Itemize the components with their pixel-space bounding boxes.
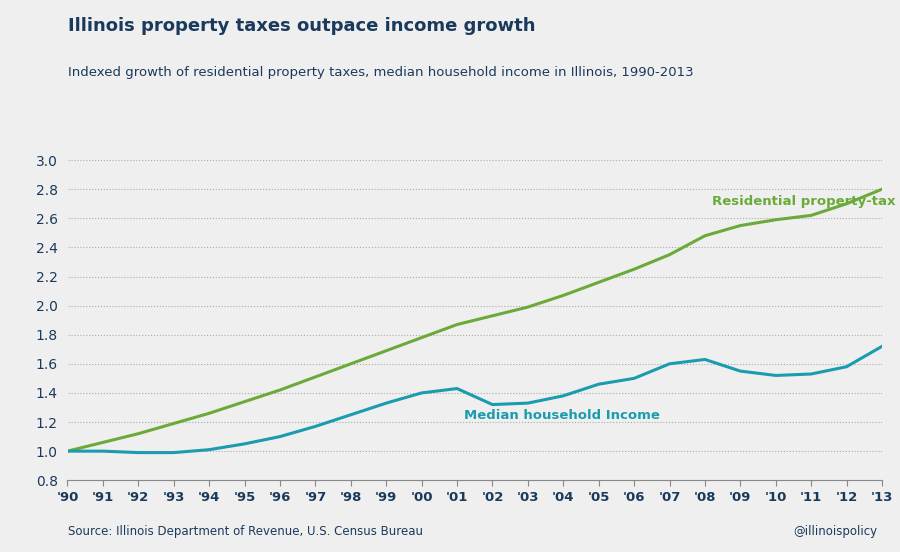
Text: Illinois property taxes outpace income growth: Illinois property taxes outpace income g… (68, 17, 535, 35)
Text: Source: Illinois Department of Revenue, U.S. Census Bureau: Source: Illinois Department of Revenue, … (68, 525, 422, 538)
Text: Indexed growth of residential property taxes, median household income in Illinoi: Indexed growth of residential property t… (68, 66, 693, 79)
Text: @illinoispolicy: @illinoispolicy (794, 525, 877, 538)
Text: Median household Income: Median household Income (464, 409, 660, 422)
Text: Residential property-tax revenues: Residential property-tax revenues (712, 195, 900, 208)
